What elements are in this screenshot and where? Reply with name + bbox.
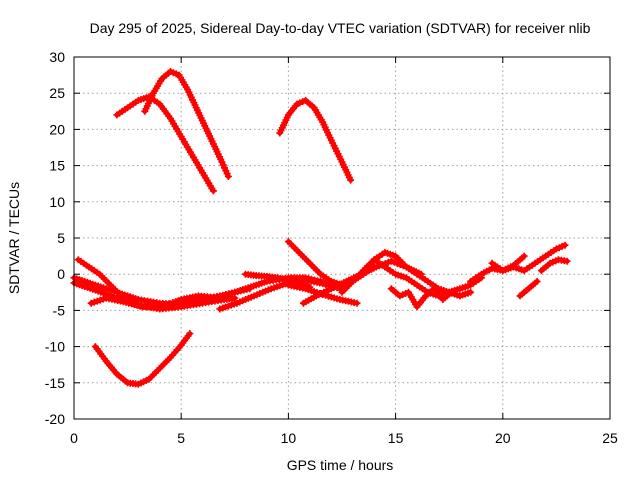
series-track-15 [516,277,541,300]
y-tick-label: 30 [49,49,65,65]
series-points [537,256,571,275]
y-tick-label: 10 [49,194,65,210]
series-track-16 [537,256,571,275]
series-points [91,330,194,388]
series-track-6 [242,270,314,291]
y-axis-label: SDTVAR / TECUs [6,182,22,294]
series-arc-c [276,96,355,184]
series-arc-b [141,68,232,180]
y-tick-label: 25 [49,85,65,101]
tick-layer: 0 5 10 15 20 25 -20 -15 -10 -5 0 5 10 15 20 25 30 [45,49,618,446]
series-arc-d [91,330,194,388]
series-track-4 [87,292,217,311]
series-points [242,270,314,291]
grid-layer [74,57,610,419]
y-tick-label: 0 [57,266,65,282]
x-tick-label: 0 [70,430,78,446]
y-tick-label: 5 [57,230,65,246]
x-tick-label: 5 [177,430,185,446]
series-points [276,96,355,184]
y-tick-label: -5 [53,302,66,318]
series-layer [70,68,571,388]
series-arc-a [113,93,217,195]
series-track-9 [284,281,361,307]
chart-title: Day 295 of 2025, Sidereal Day-to-day VTE… [90,20,591,36]
y-tick-label: 20 [49,121,65,137]
series-points [284,281,361,307]
series-points [488,241,569,275]
x-axis-label: GPS time / hours [287,457,394,473]
y-tick-label: 15 [49,158,65,174]
x-tick-label: 20 [495,430,511,446]
y-tick-label: -10 [45,339,65,355]
series-points [87,292,217,311]
x-tick-label: 15 [388,430,404,446]
x-tick-label: 25 [602,430,618,446]
series-points [516,277,541,300]
series-track-12 [387,285,464,311]
series-points [141,68,232,180]
y-tick-label: -15 [45,375,65,391]
series-points [113,93,217,195]
series-points [387,285,464,311]
series-line [92,331,193,387]
series-track-14 [488,241,569,275]
x-tick-label: 10 [281,430,297,446]
y-tick-label: -20 [45,411,65,427]
